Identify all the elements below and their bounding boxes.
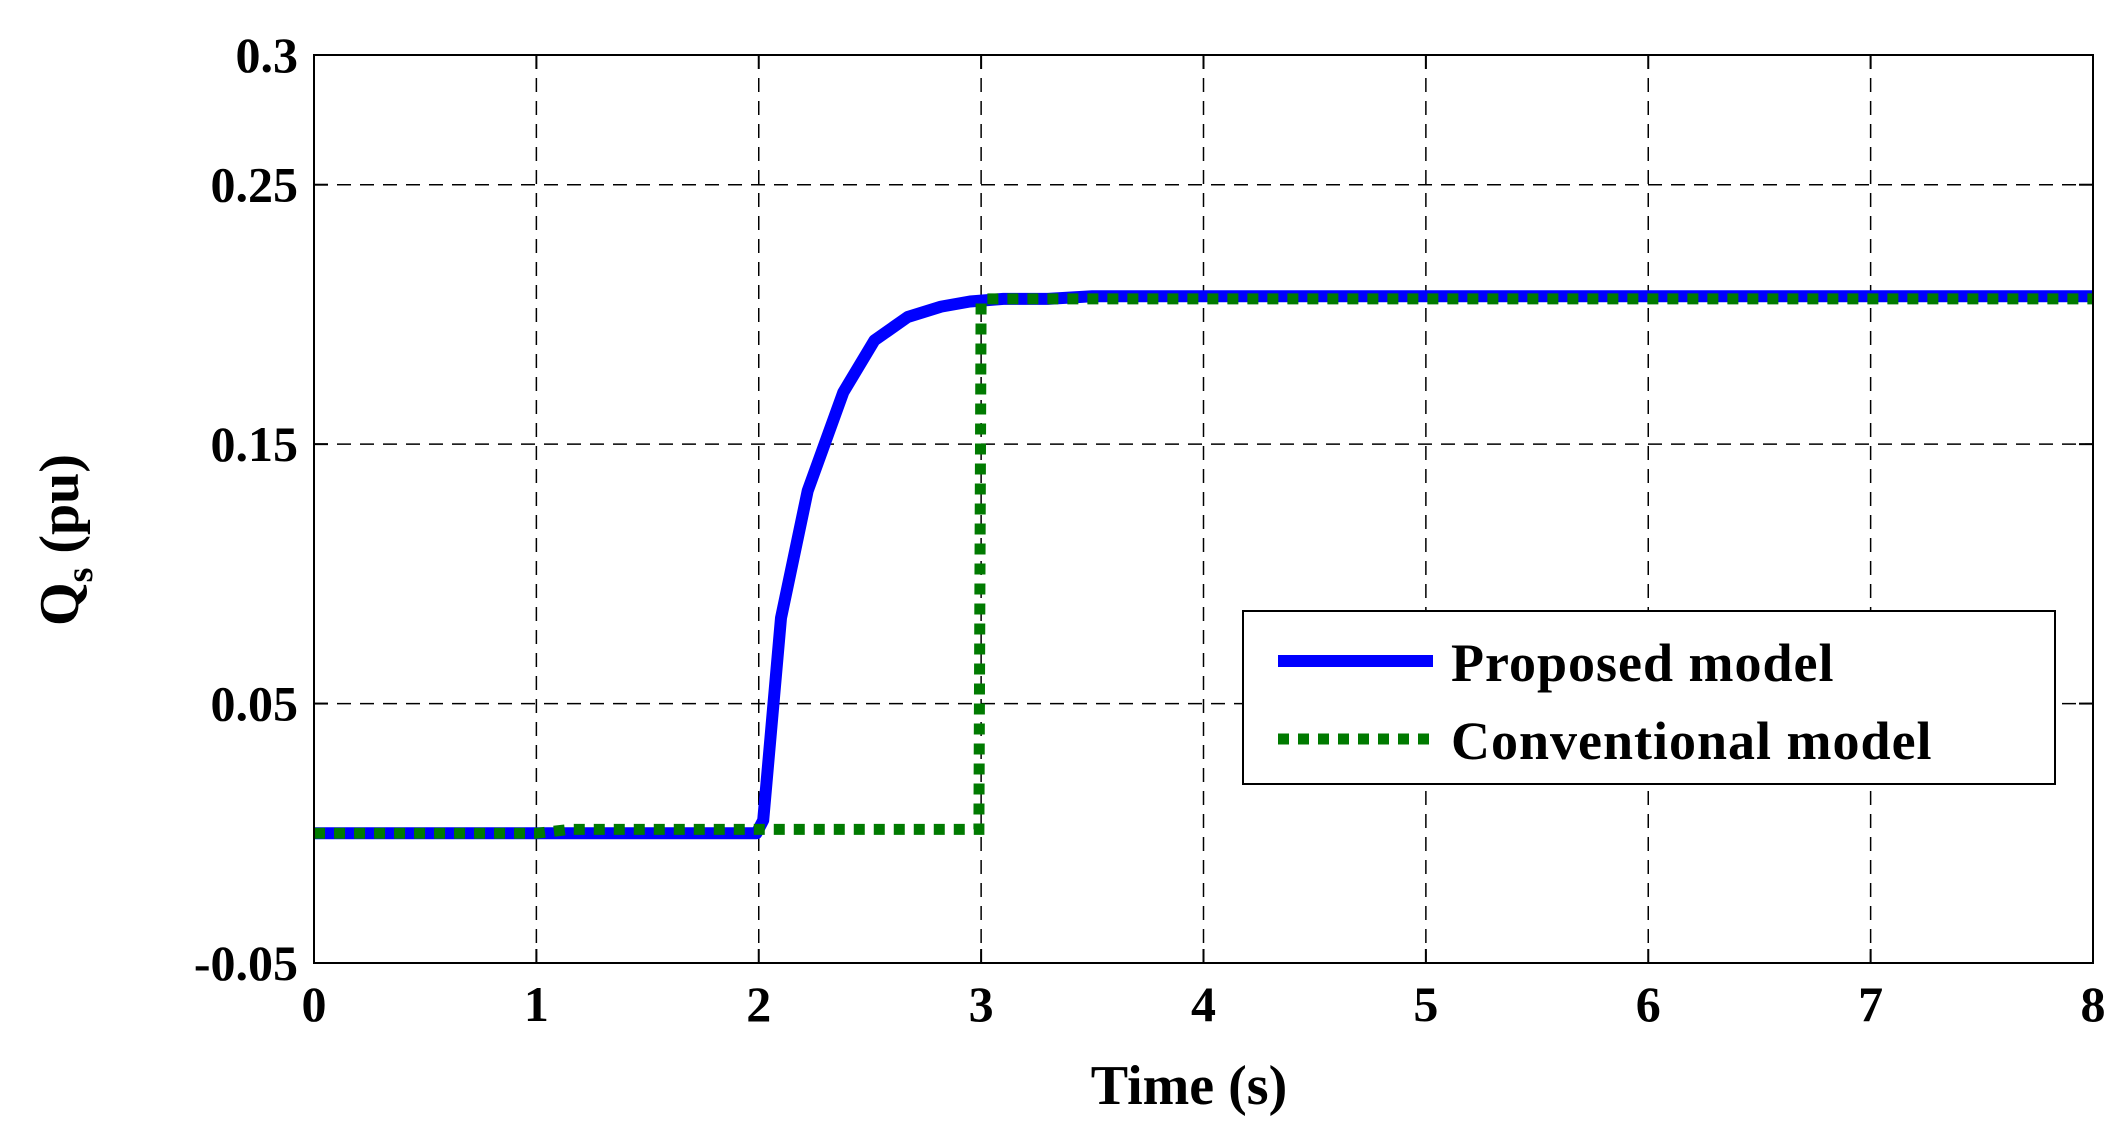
x-tick-label: 1 [524,976,549,1032]
y-tick-label: 0.15 [211,416,299,472]
svg-text:Qs (pu): Qs (pu) [29,454,101,626]
legend-label-proposed: Proposed model [1451,633,1835,693]
x-tick-label: 7 [1858,976,1883,1032]
x-tick-label: 8 [2081,976,2106,1032]
x-tick-label: 4 [1191,976,1216,1032]
x-tick-label: 3 [969,976,994,1032]
y-tick-label: 0.05 [211,676,299,732]
y-tick-label: -0.05 [194,935,298,991]
legend: Proposed model Conventional model [1242,610,2056,785]
x-tick-label: 2 [746,976,771,1032]
series-line-proposed [314,290,2093,840]
x-tick-label: 5 [1413,976,1438,1032]
tick-labels: 0 1 2 3 4 5 6 7 8 -0.05 0.05 0.15 0.25 0.3 [194,27,2106,1032]
x-tick-label: 6 [1636,976,1661,1032]
x-axis-label: Time (s) [1091,1055,1288,1117]
y-tick-label: 0.3 [236,27,299,83]
series-line-conventional [314,293,2093,839]
x-tick-label: 0 [302,976,327,1032]
axis-ticks [313,54,2094,964]
y-axis-label-main: Q [29,582,91,626]
y-tick-label: 0.25 [211,157,299,213]
legend-label-conventional: Conventional model [1451,711,1933,771]
series-layer [314,290,2093,840]
legend-box [1242,610,2056,785]
y-axis-label-unit: (pu) [29,454,91,568]
y-axis-label-sub: s [59,568,101,583]
y-axis-label: Qs (pu) [29,454,101,626]
